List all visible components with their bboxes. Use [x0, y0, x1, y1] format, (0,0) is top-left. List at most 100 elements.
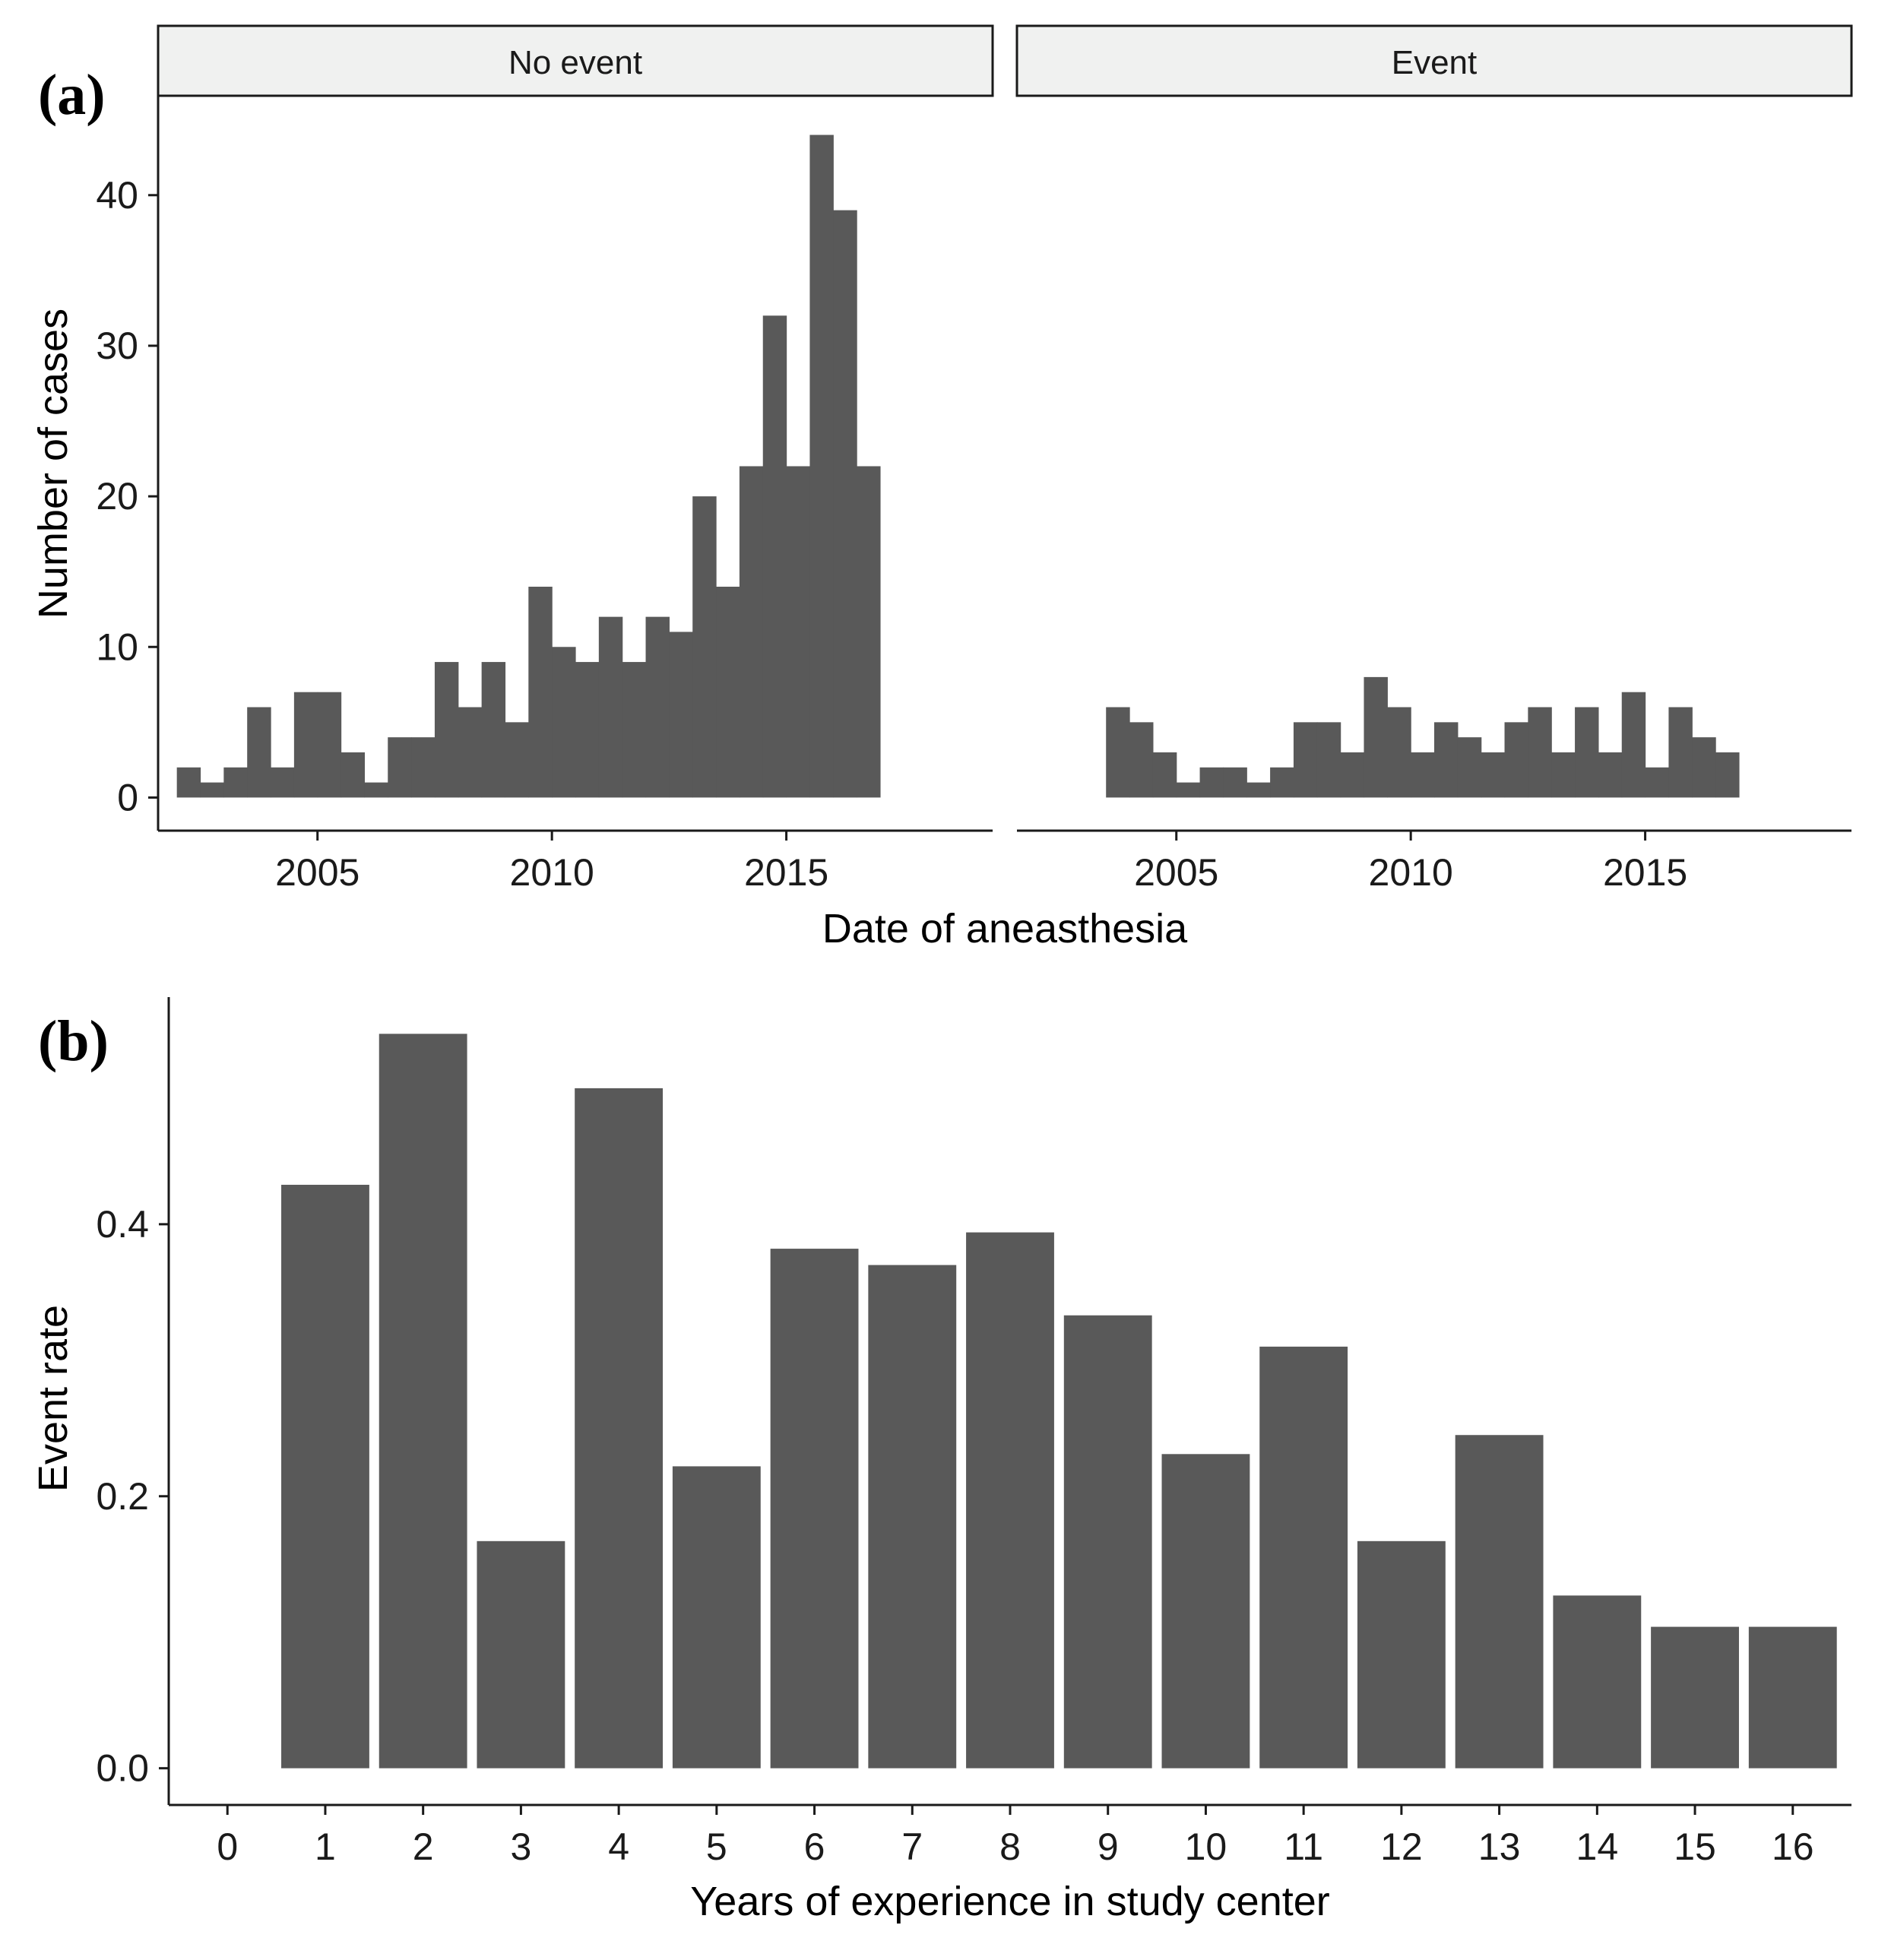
histogram-bar: [317, 692, 342, 798]
y-tick-label-10: 10: [96, 625, 138, 668]
histogram-bar: [1152, 752, 1177, 798]
x-tick-label-2005: 2005: [1134, 851, 1218, 894]
histogram-bar: [1645, 767, 1670, 798]
histogram-bar: [575, 662, 600, 798]
histogram-bar: [411, 737, 436, 798]
facet-no-event: No event 2005 2010 2015: [157, 24, 994, 894]
histogram-bar: [1692, 737, 1716, 798]
histogram-bar: [1504, 722, 1528, 798]
histogram-bar: [857, 466, 881, 798]
bar-year-11: [1259, 1346, 1348, 1768]
histogram-bar: [1176, 782, 1201, 798]
x-tick-label-12: 12: [1380, 1825, 1423, 1868]
histogram-bar: [1129, 722, 1154, 798]
histogram-bar: [622, 662, 647, 798]
histogram-bar: [434, 662, 459, 798]
x-tick-label-11: 11: [1284, 1825, 1323, 1868]
histogram-bar: [458, 707, 483, 798]
histogram-bar: [598, 616, 623, 798]
histogram-bar: [739, 466, 764, 798]
histogram-bar: [293, 692, 318, 798]
bar-year-16: [1748, 1626, 1837, 1768]
x-tick-label-9: 9: [1098, 1825, 1119, 1868]
facet-event-strip-label: Event: [1392, 44, 1478, 81]
panel-b-x-axis-title: Years of experience in study center: [690, 1879, 1330, 1924]
x-tick-label-6: 6: [804, 1825, 825, 1868]
histogram-bar: [1668, 707, 1693, 798]
bar-year-9: [1063, 1315, 1152, 1768]
histogram-bar: [1199, 767, 1224, 798]
histogram-bar: [481, 662, 506, 798]
facet-event-x-ticks: 2005 2010 2015: [1134, 831, 1687, 894]
x-tick-label-3: 3: [510, 1825, 531, 1868]
panel-a-y-ticks: 0 10 20 30 40: [96, 174, 158, 819]
histogram-bar: [1551, 752, 1576, 798]
histogram-bar: [364, 782, 388, 798]
facet-no-event-strip: [157, 24, 994, 97]
bar-year-6: [770, 1249, 859, 1768]
histogram-bar: [200, 782, 224, 798]
y-tick-label-0.2: 0.2: [96, 1475, 149, 1518]
histogram-bar: [247, 707, 271, 798]
bar-year-3: [477, 1540, 565, 1768]
x-tick-label-2010: 2010: [1369, 851, 1453, 894]
x-tick-label-14: 14: [1576, 1825, 1619, 1868]
histogram-bar: [1528, 707, 1552, 798]
bar-year-5: [672, 1466, 761, 1768]
histogram-bar: [809, 135, 834, 798]
histogram-bar: [1106, 707, 1130, 798]
bar-year-1: [281, 1184, 369, 1768]
y-tick-label-30: 30: [96, 325, 138, 367]
panel-b-y-ticks: 0.0 0.2 0.4: [96, 1203, 169, 1790]
x-tick-label-10: 10: [1185, 1825, 1227, 1868]
bar-year-7: [868, 1265, 957, 1768]
panel-a-label: (a): [38, 63, 106, 127]
histogram-bar: [1270, 767, 1294, 798]
facet-no-event-strip-label: No event: [508, 44, 642, 81]
panel-a: (a) No event 2005 2010 2015 Event: [30, 24, 1853, 952]
histogram-bar: [505, 722, 529, 798]
x-tick-label-7: 7: [901, 1825, 923, 1868]
facet-no-event-bars: [176, 135, 881, 798]
histogram-bar: [1293, 722, 1318, 798]
histogram-bar: [1481, 752, 1506, 798]
y-tick-label-20: 20: [96, 475, 138, 518]
facet-event-bars: [1106, 676, 1740, 798]
panel-b: (b) 0 1 2 3 4 5 6 7 8 9 10 11 12 13 14 15 16 0.0 0.2 0.4…: [30, 997, 1851, 1924]
histogram-bar: [1598, 752, 1623, 798]
x-tick-label-2015: 2015: [1603, 851, 1687, 894]
histogram-bar: [1715, 752, 1740, 798]
x-tick-label-16: 16: [1772, 1825, 1814, 1868]
histogram-bar: [1246, 782, 1271, 798]
histogram-bar: [388, 737, 412, 798]
histogram-bar: [1411, 752, 1435, 798]
histogram-bar: [716, 586, 740, 798]
panel-b-label: (b): [38, 1009, 109, 1073]
histogram-bar: [552, 647, 576, 798]
x-tick-label-13: 13: [1478, 1825, 1521, 1868]
panel-b-y-axis-title: Event rate: [30, 1305, 76, 1492]
x-tick-label-8: 8: [999, 1825, 1021, 1868]
histogram-bar: [1434, 722, 1459, 798]
histogram-bar: [1575, 707, 1599, 798]
panel-b-x-ticks: 0 1 2 3 4 5 6 7 8 9 10 11 12 13 14 15 16: [217, 1805, 1814, 1868]
y-tick-label-0.0: 0.0: [96, 1747, 149, 1790]
bar-year-14: [1553, 1595, 1642, 1768]
histogram-bar: [1457, 737, 1482, 798]
histogram-bar: [1364, 676, 1388, 798]
facet-event: Event 2005 2010 2015: [1015, 24, 1853, 894]
panel-a-y-axis-title: Number of cases: [30, 309, 76, 619]
histogram-bar: [223, 767, 248, 798]
x-tick-label-2015: 2015: [744, 851, 828, 894]
x-tick-label-0: 0: [217, 1825, 238, 1868]
histogram-bar: [645, 616, 670, 798]
histogram-bar: [1223, 767, 1247, 798]
panel-b-bars: [281, 1034, 1837, 1768]
histogram-bar: [528, 586, 553, 798]
y-tick-label-40: 40: [96, 174, 138, 217]
histogram-bar: [1387, 707, 1411, 798]
x-tick-label-1: 1: [315, 1825, 336, 1868]
facet-event-strip: [1015, 24, 1853, 97]
histogram-bar: [341, 752, 366, 798]
